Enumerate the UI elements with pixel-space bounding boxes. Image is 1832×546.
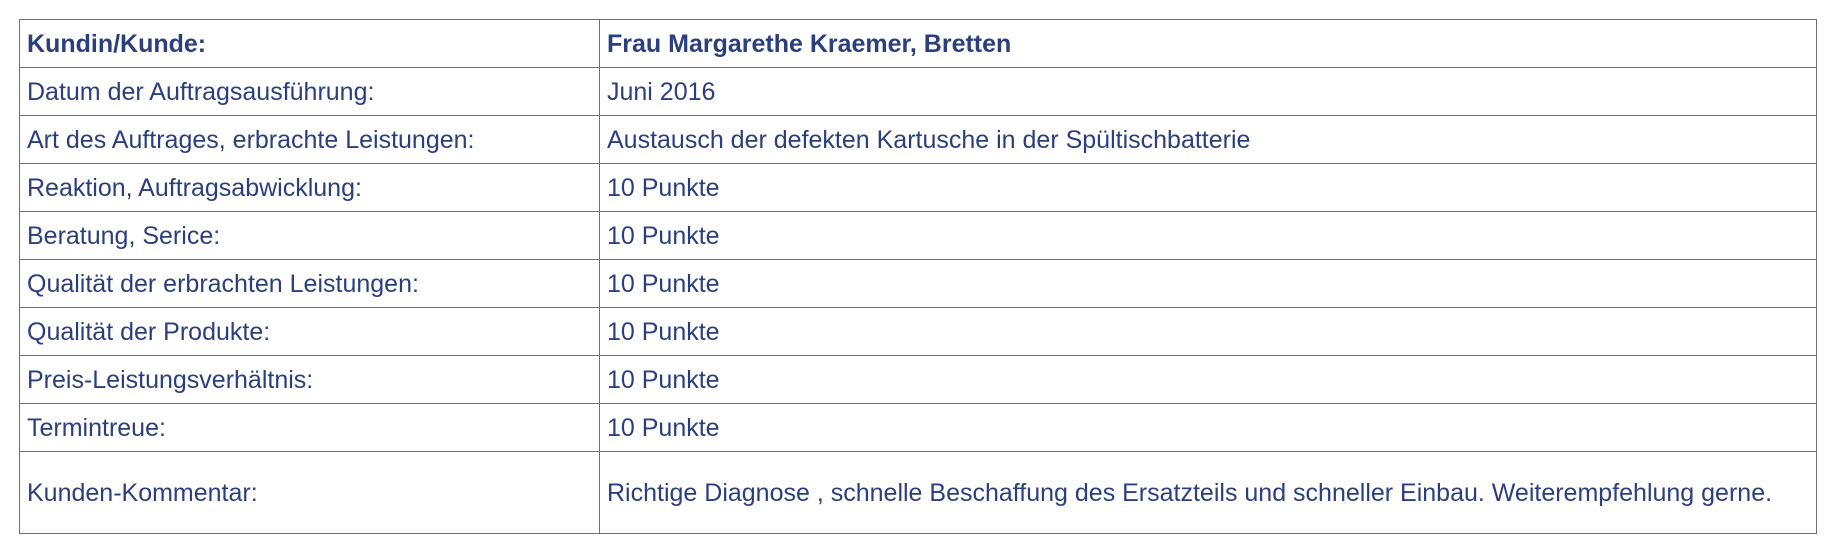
- customer-label: Kundin/Kunde:: [19, 19, 600, 68]
- table-row-reaction: Reaktion, Auftragsabwicklung: 10 Punkte: [19, 163, 1817, 212]
- table-row-price-performance: Preis-Leistungsverhältnis: 10 Punkte: [19, 355, 1817, 404]
- price-performance-label: Preis-Leistungsverhältnis:: [19, 355, 600, 404]
- comment-label: Kunden-Kommentar:: [19, 451, 600, 534]
- consulting-label: Beratung, Serice:: [19, 211, 600, 260]
- date-label: Datum der Auftragsausführung:: [19, 67, 600, 116]
- customer-value: Frau Margarethe Kraemer, Bretten: [599, 19, 1817, 68]
- service-quality-label: Qualität der erbrachten Leistungen:: [19, 259, 600, 308]
- table-row-date: Datum der Auftragsausführung: Juni 2016: [19, 67, 1817, 116]
- punctuality-value: 10 Punkte: [599, 403, 1817, 452]
- order-type-value: Austausch der defekten Kartusche in der …: [599, 115, 1817, 164]
- order-type-label: Art des Auftrages, erbrachte Leistungen:: [19, 115, 600, 164]
- product-quality-value: 10 Punkte: [599, 307, 1817, 356]
- date-value: Juni 2016: [599, 67, 1817, 116]
- table-row-product-quality: Qualität der Produkte: 10 Punkte: [19, 307, 1817, 356]
- table-row-punctuality: Termintreue: 10 Punkte: [19, 403, 1817, 452]
- consulting-value: 10 Punkte: [599, 211, 1817, 260]
- table-row-comment: Kunden-Kommentar: Richtige Diagnose , sc…: [19, 451, 1817, 534]
- price-performance-value: 10 Punkte: [599, 355, 1817, 404]
- customer-review-table: Kundin/Kunde: Frau Margarethe Kraemer, B…: [19, 19, 1817, 534]
- reaction-value: 10 Punkte: [599, 163, 1817, 212]
- table-row-consulting: Beratung, Serice: 10 Punkte: [19, 211, 1817, 260]
- product-quality-label: Qualität der Produkte:: [19, 307, 600, 356]
- service-quality-value: 10 Punkte: [599, 259, 1817, 308]
- table-row-customer: Kundin/Kunde: Frau Margarethe Kraemer, B…: [19, 19, 1817, 68]
- reaction-label: Reaktion, Auftragsabwicklung:: [19, 163, 600, 212]
- table-row-service-quality: Qualität der erbrachten Leistungen: 10 P…: [19, 259, 1817, 308]
- punctuality-label: Termintreue:: [19, 403, 600, 452]
- table-row-order-type: Art des Auftrages, erbrachte Leistungen:…: [19, 115, 1817, 164]
- comment-value: Richtige Diagnose , schnelle Beschaffung…: [599, 451, 1817, 534]
